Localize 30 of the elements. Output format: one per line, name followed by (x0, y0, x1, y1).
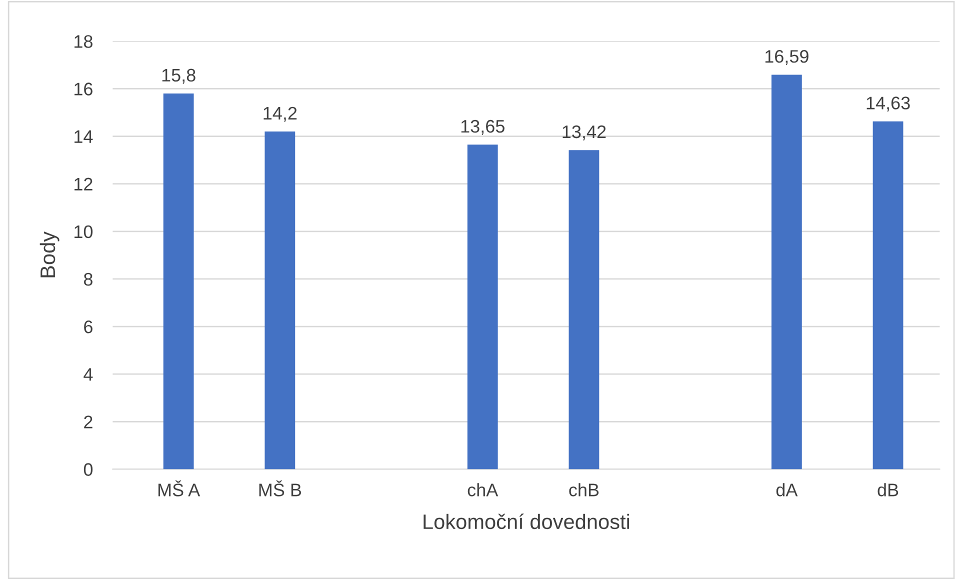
y-tick-label: 16 (74, 82, 92, 96)
y-tick-label: 4 (84, 368, 93, 381)
bar (568, 150, 600, 470)
bar (771, 74, 802, 470)
y-tick-label: 14 (74, 130, 93, 143)
x-tick-label: chA (468, 483, 498, 496)
data-label: 14,2 (264, 106, 297, 122)
y-tick-label: 8 (84, 272, 92, 286)
bar (264, 132, 296, 470)
y-tick-label: 2 (84, 416, 92, 428)
y-axis-title: Body (40, 231, 60, 278)
y-tick-label: 10 (74, 225, 93, 238)
data-label: 15,8 (162, 68, 196, 84)
x-tick-label: chB (569, 483, 599, 496)
x-tick-label: dA (776, 483, 798, 496)
x-tick-label: dB (878, 483, 898, 496)
y-tick-label: 0 (84, 463, 93, 476)
y-tick-label: 6 (84, 320, 92, 334)
x-axis-title: Lokomoční dovednosti (424, 514, 630, 530)
data-label: 14,63 (866, 96, 910, 112)
x-tick-label: MŠ A (158, 480, 200, 496)
data-label: 13,42 (562, 125, 606, 140)
data-label: 16,59 (765, 50, 808, 65)
bar (163, 93, 194, 470)
y-tick-label: 12 (74, 178, 92, 190)
data-label: 13,65 (461, 120, 504, 135)
y-tick-label: 18 (74, 35, 92, 48)
bar (872, 121, 904, 470)
x-tick-label: MŠ B (259, 480, 302, 496)
bar (467, 144, 498, 470)
